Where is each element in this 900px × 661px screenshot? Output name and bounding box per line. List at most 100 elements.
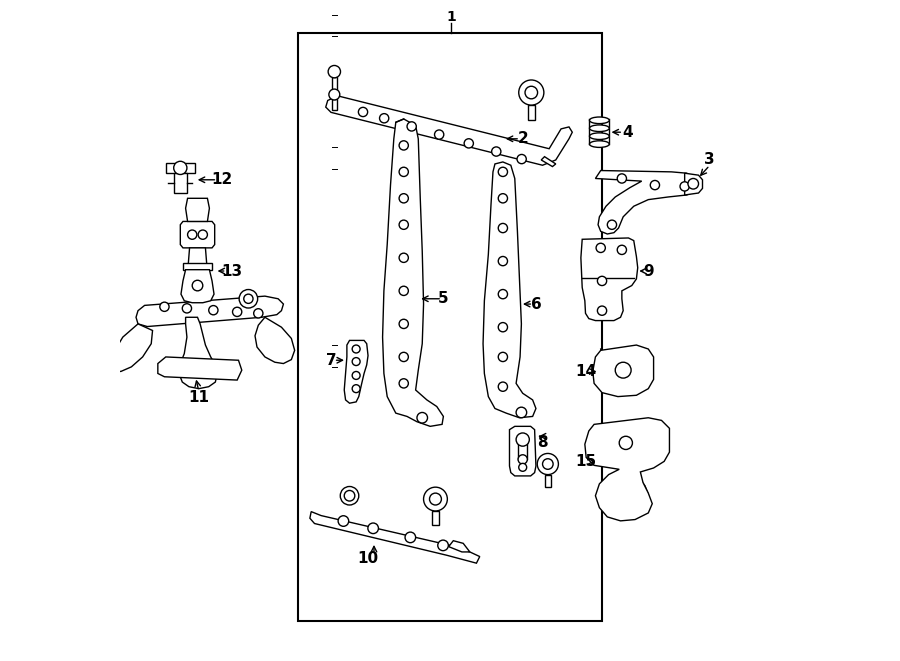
Text: 10: 10 [357,551,379,566]
Polygon shape [483,162,536,418]
Circle shape [174,161,187,175]
Text: 11: 11 [188,391,210,405]
Circle shape [491,147,501,156]
Circle shape [499,167,508,176]
Text: 15: 15 [576,454,597,469]
Text: 4: 4 [622,125,633,139]
Polygon shape [344,340,368,403]
Circle shape [399,167,409,176]
Circle shape [516,433,529,446]
Circle shape [399,194,409,203]
Text: 8: 8 [537,436,548,450]
Polygon shape [179,317,217,389]
Circle shape [183,303,192,313]
Circle shape [399,319,409,329]
Text: 1: 1 [446,9,456,24]
Circle shape [680,182,689,191]
Circle shape [352,358,360,366]
Circle shape [688,178,698,189]
Circle shape [198,230,207,239]
Circle shape [352,371,360,379]
Circle shape [435,130,444,139]
Circle shape [537,453,558,475]
Circle shape [338,516,348,526]
Circle shape [193,280,202,291]
Text: 3: 3 [705,153,716,167]
Circle shape [340,486,359,505]
Circle shape [244,294,253,303]
Text: 5: 5 [438,292,449,306]
Circle shape [358,107,367,116]
Circle shape [399,253,409,262]
Polygon shape [382,119,444,426]
Circle shape [187,230,197,239]
Circle shape [232,307,242,317]
Circle shape [254,309,263,318]
Circle shape [239,290,257,308]
Circle shape [499,382,508,391]
Polygon shape [110,324,153,371]
Text: 14: 14 [576,364,597,379]
Polygon shape [590,423,662,509]
Circle shape [399,379,409,388]
Polygon shape [685,173,703,195]
Text: 6: 6 [531,297,541,311]
Circle shape [424,487,447,511]
Ellipse shape [590,117,609,124]
Circle shape [399,220,409,229]
Circle shape [407,122,417,131]
Circle shape [608,220,616,229]
Circle shape [399,352,409,362]
Circle shape [429,493,441,505]
Ellipse shape [590,125,609,132]
Polygon shape [432,511,439,525]
Text: 13: 13 [221,264,242,278]
Circle shape [617,174,626,183]
Polygon shape [166,163,195,173]
Circle shape [405,532,416,543]
Circle shape [417,412,428,423]
Polygon shape [188,248,207,264]
Polygon shape [527,105,536,120]
Circle shape [518,80,544,105]
Text: 2: 2 [518,132,528,146]
Polygon shape [185,198,210,221]
Circle shape [651,180,660,190]
Polygon shape [158,357,242,380]
Polygon shape [509,426,536,476]
Polygon shape [332,99,337,110]
Circle shape [518,455,527,464]
Circle shape [596,243,606,253]
Text: 7: 7 [326,353,337,368]
Circle shape [525,86,537,98]
Polygon shape [585,418,670,521]
Circle shape [543,459,553,469]
Circle shape [380,114,389,123]
Circle shape [499,223,508,233]
Circle shape [344,490,355,501]
Polygon shape [136,296,284,327]
Polygon shape [596,171,698,234]
Circle shape [209,305,218,315]
Polygon shape [255,317,294,364]
Circle shape [518,463,526,471]
Polygon shape [181,270,214,303]
Polygon shape [183,263,212,270]
Polygon shape [310,512,480,563]
Circle shape [352,345,360,353]
Text: 12: 12 [212,173,232,187]
Circle shape [437,540,448,551]
Circle shape [598,276,607,286]
Circle shape [399,141,409,150]
Polygon shape [180,221,215,248]
Circle shape [499,290,508,299]
Polygon shape [598,349,648,391]
Circle shape [619,436,633,449]
Text: 9: 9 [643,264,653,278]
Polygon shape [541,157,556,167]
Polygon shape [326,96,572,165]
Bar [298,33,602,621]
Circle shape [328,89,340,100]
Circle shape [352,385,360,393]
Circle shape [499,323,508,332]
